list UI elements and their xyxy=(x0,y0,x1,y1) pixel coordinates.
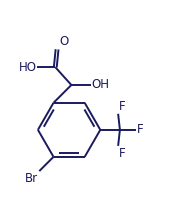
Text: OH: OH xyxy=(92,78,110,91)
Text: O: O xyxy=(59,35,69,48)
Text: F: F xyxy=(137,123,144,136)
Text: F: F xyxy=(119,147,126,160)
Text: HO: HO xyxy=(19,61,37,74)
Text: Br: Br xyxy=(25,172,38,185)
Text: F: F xyxy=(119,100,126,113)
